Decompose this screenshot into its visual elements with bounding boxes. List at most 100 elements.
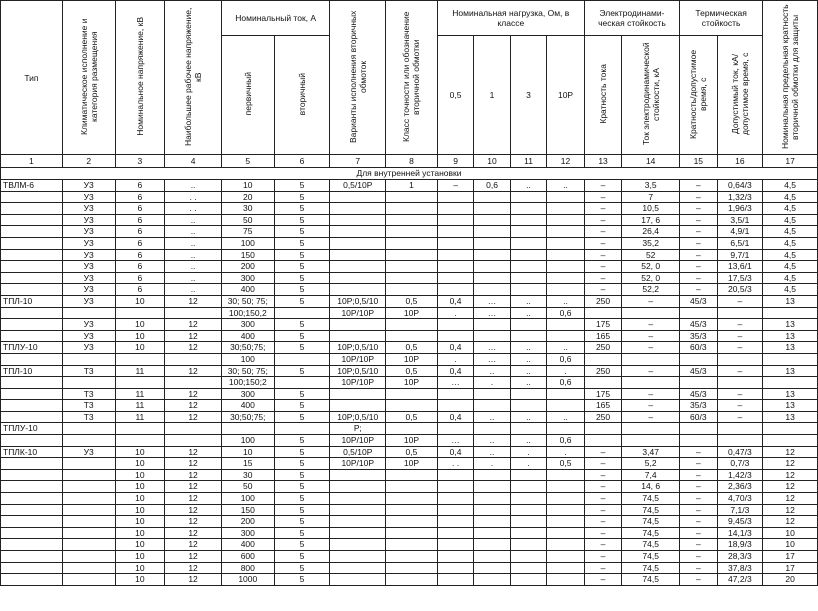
header-load-1: 1 xyxy=(473,35,511,155)
table-cell: 12 xyxy=(164,318,222,331)
table-cell: 30; 50; 75; xyxy=(220,294,275,308)
table-cell xyxy=(61,526,116,540)
table-cell: 10 xyxy=(114,468,166,482)
table-cell xyxy=(509,213,548,227)
table-cell: 0,5 xyxy=(385,445,438,459)
table-cell xyxy=(583,434,623,447)
section-title: Для внутренней установки xyxy=(0,167,818,180)
table-cell: 4,5 xyxy=(762,213,818,227)
table-cell: 10Р;0,5/10 xyxy=(329,294,387,308)
table-row: 10 12 200 5–74,5–9,45/3 12 xyxy=(0,515,818,528)
table-cell xyxy=(329,550,387,563)
column-number: 13 xyxy=(583,154,623,168)
table-cell xyxy=(509,260,548,273)
table-row: У3 6.. 400 5–52,2–20,5/3 4,5 xyxy=(0,283,818,296)
table-cell: 10 xyxy=(220,179,275,192)
table-cell: 12 xyxy=(164,503,222,517)
table-cell: 45/3 xyxy=(679,364,718,378)
table-cell: 74,5 xyxy=(621,550,681,563)
header-max-voltage: Наибольшее рабочее напряжение, кВ xyxy=(164,0,222,155)
table-cell: … xyxy=(473,306,511,320)
table-cell: 12 xyxy=(164,480,222,494)
table-cell: – xyxy=(583,202,623,215)
table-cell: 52, 0 xyxy=(621,271,681,285)
table-cell xyxy=(546,202,585,215)
table-cell xyxy=(546,573,585,586)
table-cell: – xyxy=(679,492,718,505)
table-cell xyxy=(329,387,387,401)
table-row: Т3 11 12 300 5 175–45/3–13 xyxy=(0,387,818,401)
table-cell: .. xyxy=(473,445,511,459)
table-cell: – xyxy=(583,526,623,540)
table-cell: 4,5 xyxy=(762,248,818,262)
table-cell: 10Р;0,5/10 xyxy=(329,364,387,378)
table-cell: 13 xyxy=(762,399,818,412)
table-row: У3 10 12 300 5 175–45/3–13 xyxy=(0,318,818,331)
table-cell xyxy=(473,236,511,250)
table-cell xyxy=(0,260,63,273)
table-cell: 0,5 xyxy=(385,341,438,354)
table-cell xyxy=(0,190,63,204)
table-cell: – xyxy=(679,480,718,494)
table-cell: У3 xyxy=(61,329,116,343)
table-cell: 12 xyxy=(762,445,818,459)
table-cell: … xyxy=(473,341,511,354)
table-cell xyxy=(509,329,548,343)
table-cell xyxy=(473,561,511,575)
table-cell xyxy=(0,202,63,215)
table-cell: 5 xyxy=(273,318,331,331)
table-cell: 6 xyxy=(114,236,166,250)
column-number: 4 xyxy=(164,154,222,168)
table-cell: 12 xyxy=(164,561,222,575)
table-cell xyxy=(114,434,166,447)
table-cell: . xyxy=(509,445,548,459)
header-type: Тип xyxy=(0,0,63,155)
table-cell: 12 xyxy=(164,573,222,586)
table-cell: 50 xyxy=(220,213,275,227)
table-cell: .. xyxy=(546,294,585,308)
table-cell: 300 xyxy=(220,318,275,331)
table-cell: 12 xyxy=(164,550,222,563)
table-cell: 75 xyxy=(220,225,275,238)
table-cell: 400 xyxy=(220,329,275,343)
table-cell: 4,5 xyxy=(762,225,818,238)
table-cell: – xyxy=(583,283,623,296)
table-cell: . . xyxy=(164,202,222,215)
table-cell: У3 xyxy=(61,236,116,250)
table-cell: Т3 xyxy=(61,399,116,412)
table-cell xyxy=(436,236,475,250)
table-cell: 10Р/10Р xyxy=(329,434,387,447)
table-cell: 4,70/3 xyxy=(716,492,764,505)
table-cell xyxy=(436,260,475,273)
table-cell xyxy=(329,492,387,505)
table-cell xyxy=(473,468,511,482)
table-cell xyxy=(436,318,475,331)
table-cell xyxy=(621,306,681,320)
table-cell: 100 xyxy=(220,434,275,447)
table-cell: – xyxy=(679,561,718,575)
table-cell xyxy=(473,480,511,494)
header-thermal-mult: Кратность/допустимое время, с xyxy=(679,35,718,155)
table-cell: 50 xyxy=(220,480,275,494)
header-variants: Варианты исполнения вторичных обмоток xyxy=(329,0,387,155)
table-cell: 12 xyxy=(164,399,222,412)
table-cell xyxy=(329,271,387,285)
column-number: 9 xyxy=(436,154,475,168)
table-cell: 100;150;2 xyxy=(220,376,275,389)
table-cell: .. xyxy=(509,294,548,308)
table-cell: 4,5 xyxy=(762,260,818,273)
table-cell: 150 xyxy=(220,248,275,262)
table-cell xyxy=(329,225,387,238)
table-cell: 74,5 xyxy=(621,515,681,528)
table-cell: 10Р xyxy=(385,352,438,366)
table-cell: 5 xyxy=(273,434,331,447)
table-cell xyxy=(385,422,438,436)
table-cell xyxy=(385,561,438,575)
table-cell: – xyxy=(583,225,623,238)
table-cell xyxy=(436,283,475,296)
column-number: 3 xyxy=(114,154,166,168)
table-cell xyxy=(61,492,116,505)
table-cell: .. xyxy=(509,376,548,389)
table-cell: 45/3 xyxy=(679,387,718,401)
table-cell xyxy=(164,376,222,389)
